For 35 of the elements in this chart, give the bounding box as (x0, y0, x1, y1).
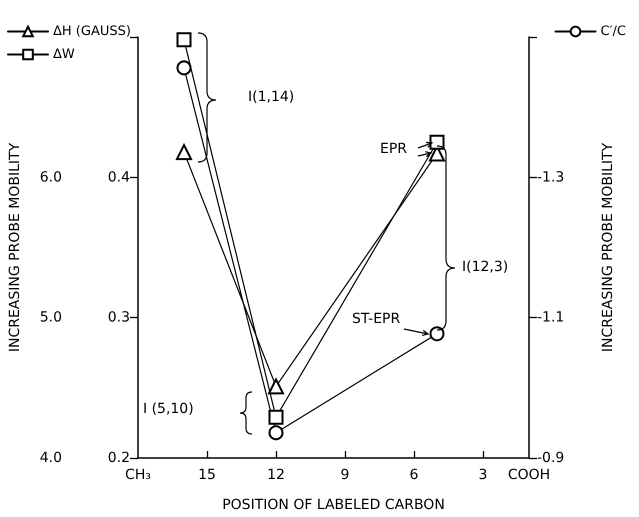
x-tick-label: 6 (410, 467, 419, 483)
point (268, 425, 284, 440)
x-tick-label: 3 (478, 467, 488, 483)
legend-label: ΔH (GAUSS) (53, 24, 131, 39)
y3-tick-label: -1.1 (537, 310, 564, 326)
x-tick-label: COOH (508, 467, 550, 483)
legend-label: ΔW (53, 47, 75, 62)
x-tick-label: 15 (198, 467, 216, 483)
point (176, 60, 192, 76)
y3-tick-label: -0.9 (537, 450, 564, 466)
x-tick-label: 9 (340, 467, 350, 483)
annotation: EPR (380, 141, 408, 157)
annotation: I (5,10) (143, 401, 194, 417)
x-tick-label: 12 (267, 467, 285, 483)
x-axis-title: POSITION OF LABELED CARBON (222, 497, 445, 513)
point (176, 144, 192, 160)
point (268, 410, 284, 425)
legend-label: C′/C (600, 24, 626, 39)
y2-tick-label: 0.4 (108, 169, 130, 186)
point (430, 134, 444, 150)
annotation: I(12,3) (462, 259, 508, 275)
y2-tick-label: 0.3 (108, 310, 130, 326)
y-tick-label: 5.0 (40, 310, 62, 326)
y3-axis-title: INCREASING PROBE MOBILITY (600, 142, 616, 352)
point (176, 32, 192, 48)
y3-tick-label: -1.3 (537, 169, 564, 186)
x-tick-label: CH₃ (125, 467, 151, 483)
y-tick-label: 6.0 (40, 169, 62, 186)
point (268, 378, 284, 394)
annotation: ST-EPR (352, 311, 400, 327)
y2-tick-label: 0.2 (108, 450, 130, 466)
y-tick-label: 4.0 (40, 450, 62, 466)
annotation: I(1,14) (248, 89, 294, 105)
point (430, 326, 444, 342)
y-axis-title: INCREASING PROBE MOBILITY (7, 142, 23, 352)
